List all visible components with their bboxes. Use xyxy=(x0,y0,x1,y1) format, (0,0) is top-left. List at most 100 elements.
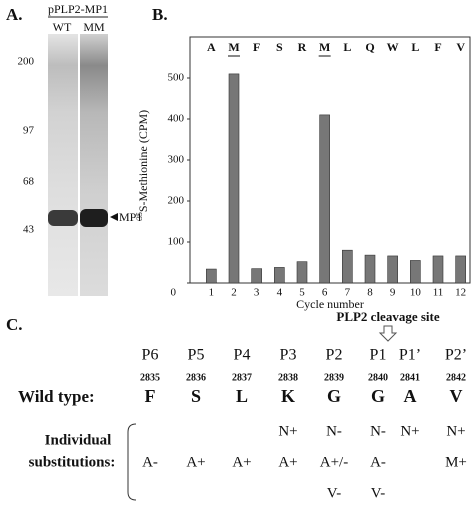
bar xyxy=(455,255,466,284)
lane-label: MM xyxy=(83,20,105,34)
panel-label: A. xyxy=(6,5,23,24)
gel-lane xyxy=(48,34,78,296)
residue: W xyxy=(387,40,399,54)
bar xyxy=(432,255,444,284)
bar xyxy=(251,268,262,284)
residue: S xyxy=(276,40,283,54)
x-tick-label: 9 xyxy=(390,287,396,299)
x-tick-label: 7 xyxy=(345,287,351,299)
marker: 43 xyxy=(23,224,35,236)
y-axis-label-sup: 35 xyxy=(135,212,144,220)
position: P1’ xyxy=(399,347,421,364)
x-tick-label: 11 xyxy=(433,287,444,299)
residue-number: 2837 xyxy=(232,372,252,383)
substitution: N- xyxy=(326,423,342,439)
position: P1 xyxy=(370,347,387,364)
bar xyxy=(206,268,217,284)
marker: 97 xyxy=(23,125,35,137)
cleavage-arrow xyxy=(378,325,398,342)
substitution: N+ xyxy=(400,423,419,439)
bar xyxy=(274,267,285,284)
x-tick-label: 8 xyxy=(367,287,373,299)
marker: 200 xyxy=(18,56,35,68)
residue: R xyxy=(298,40,307,54)
wild-type-residue: G xyxy=(327,386,341,406)
residue: A xyxy=(207,40,216,54)
bar xyxy=(296,261,308,284)
residue: V xyxy=(456,40,465,54)
x-axis-label: Cycle number xyxy=(296,297,364,311)
bar xyxy=(410,260,421,284)
residue: M xyxy=(228,40,239,54)
position: P6 xyxy=(142,347,159,364)
arrow xyxy=(110,213,118,221)
x-tick-label: 1 xyxy=(209,287,215,299)
panel-label: C. xyxy=(6,315,23,334)
substitutions-label: substitutions: xyxy=(29,454,116,470)
y-axis-label-main: S-Methionine (CPM) xyxy=(136,110,150,212)
position: P3 xyxy=(280,347,297,364)
wild-type-residue: G xyxy=(371,386,385,406)
substitution: A- xyxy=(370,454,386,470)
y-tick-label: 500 xyxy=(168,72,185,84)
x-tick-label: 4 xyxy=(277,287,283,299)
lane-label: WT xyxy=(53,20,72,34)
substitution: V- xyxy=(327,485,341,501)
substitution: N- xyxy=(370,423,386,439)
substitution: A+ xyxy=(278,454,297,470)
wild-type-label: Wild type: xyxy=(18,387,95,406)
residue: M xyxy=(319,40,330,54)
position: P2’ xyxy=(445,347,467,364)
x-tick-label: 5 xyxy=(299,287,305,299)
residue-number: 2840 xyxy=(368,372,388,383)
bar xyxy=(342,249,353,284)
x-tick-label: 12 xyxy=(455,287,466,299)
x-tick-label: 6 xyxy=(322,287,328,299)
gel-band xyxy=(80,209,108,227)
bracket xyxy=(127,423,137,501)
substitution: N+ xyxy=(278,423,297,439)
y-tick-label: 200 xyxy=(168,195,185,207)
residue-number: 2836 xyxy=(186,372,206,383)
residue-number: 2841 xyxy=(400,372,420,383)
panel-label: B. xyxy=(152,5,168,24)
wild-type-residue: A xyxy=(404,386,417,406)
y-axis-label: 35S-Methionine (CPM) xyxy=(135,110,150,220)
bar xyxy=(364,254,376,284)
marker: 68 xyxy=(23,176,35,188)
bar xyxy=(319,114,330,284)
gel-band xyxy=(48,210,78,226)
residue-number: 2838 xyxy=(278,372,298,383)
substitution: M+ xyxy=(445,454,467,470)
residue-number: 2842 xyxy=(446,372,466,383)
substitution: V- xyxy=(371,485,385,501)
x-tick-label: 3 xyxy=(254,287,260,299)
wild-type-residue: K xyxy=(281,386,295,406)
y-tick-label: 0 xyxy=(171,287,177,299)
residue: L xyxy=(343,40,351,54)
construct: pPLP2-MP1 xyxy=(48,2,108,16)
y-tick-label: 300 xyxy=(168,154,185,166)
y-tick-label: 400 xyxy=(168,113,185,125)
substitution: A+/- xyxy=(320,454,348,470)
substitution: A+ xyxy=(186,454,205,470)
residue-number: 2839 xyxy=(324,372,344,383)
residue-number: 2835 xyxy=(140,372,160,383)
bar xyxy=(387,255,398,284)
gel-lane xyxy=(80,34,108,296)
wild-type-residue: F xyxy=(145,386,156,406)
residue: F xyxy=(434,40,441,54)
substitution: N+ xyxy=(446,423,465,439)
bar xyxy=(228,73,240,284)
x-tick-label: 2 xyxy=(231,287,237,299)
position: P2 xyxy=(326,347,343,364)
substitution: A+ xyxy=(232,454,251,470)
residue: F xyxy=(253,40,260,54)
y-tick-label: 100 xyxy=(168,236,185,248)
position: P4 xyxy=(234,347,251,364)
residue: L xyxy=(411,40,419,54)
substitution: A- xyxy=(142,454,158,470)
band-label: MP1 xyxy=(119,210,142,224)
wild-type-residue: L xyxy=(236,386,248,406)
